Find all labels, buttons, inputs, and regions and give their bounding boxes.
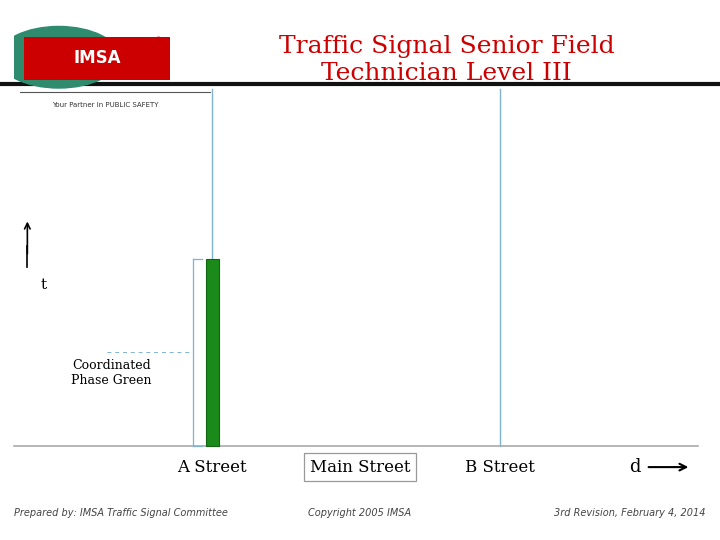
Bar xyxy=(206,259,219,446)
Text: d: d xyxy=(629,458,641,476)
Text: Prepared by: IMSA Traffic Signal Committee: Prepared by: IMSA Traffic Signal Committ… xyxy=(14,508,228,518)
Text: Technician Level III: Technician Level III xyxy=(321,62,572,85)
Text: IMSA: IMSA xyxy=(73,49,121,67)
Text: ®: ® xyxy=(155,38,162,44)
Circle shape xyxy=(0,26,120,88)
Text: Copyright 2005 IMSA: Copyright 2005 IMSA xyxy=(308,508,412,518)
Text: Your Partner In PUBLIC SAFETY: Your Partner In PUBLIC SAFETY xyxy=(52,103,158,109)
Text: Traffic Signal Senior Field: Traffic Signal Senior Field xyxy=(279,35,614,58)
Text: 3rd Revision, February 4, 2014: 3rd Revision, February 4, 2014 xyxy=(554,508,706,518)
Bar xyxy=(24,37,170,80)
Text: B Street: B Street xyxy=(465,458,536,476)
Text: Coordinated
Phase Green: Coordinated Phase Green xyxy=(71,359,152,387)
Text: A Street: A Street xyxy=(178,458,247,476)
Text: Main Street: Main Street xyxy=(310,458,410,476)
Text: t: t xyxy=(40,278,47,292)
